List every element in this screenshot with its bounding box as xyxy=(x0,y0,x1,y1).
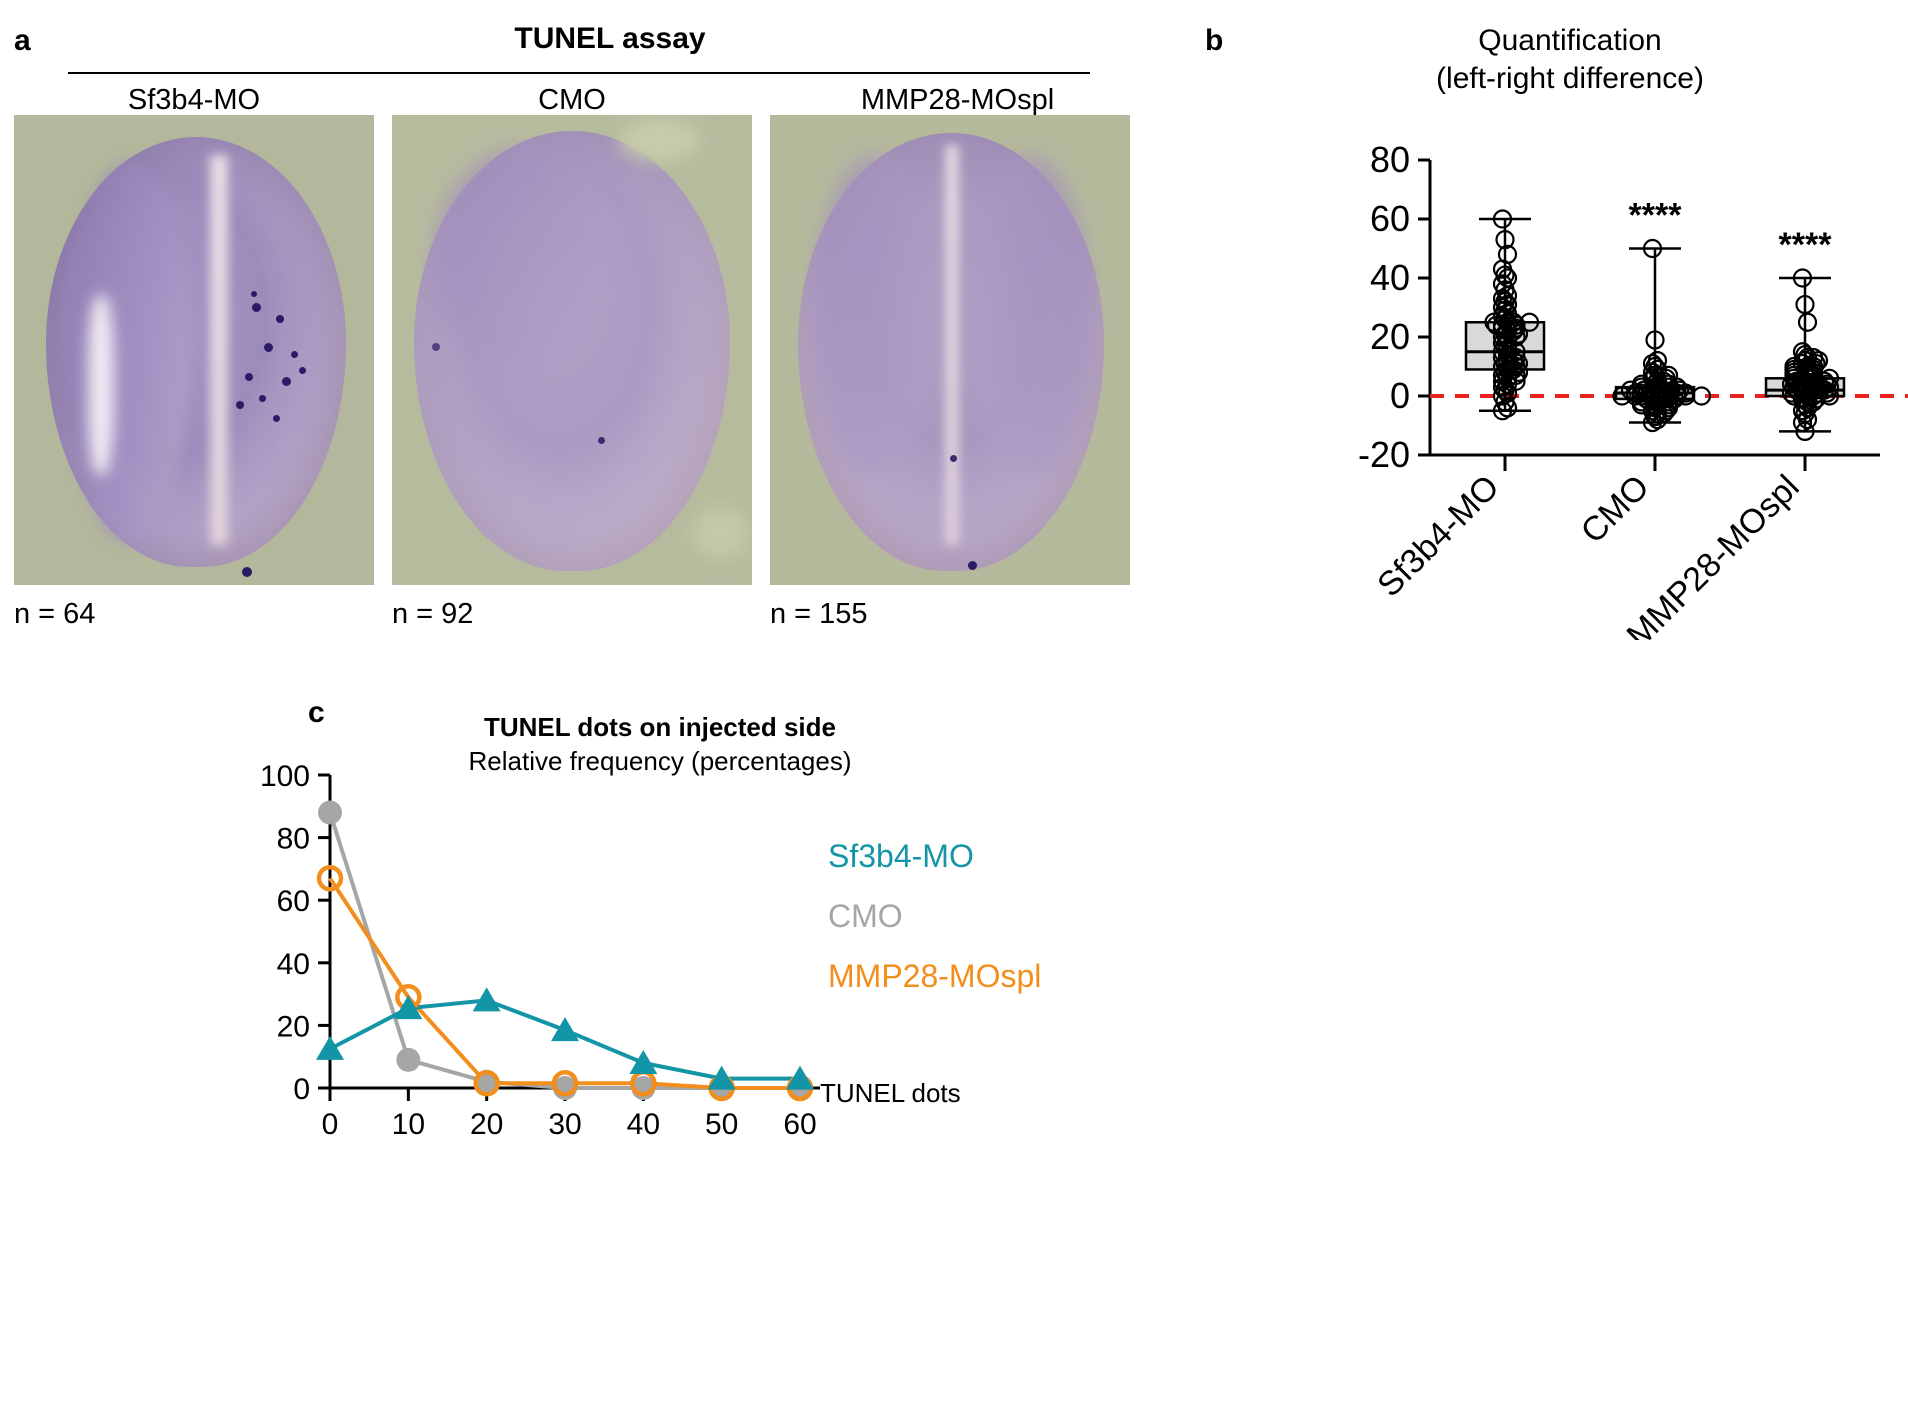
panel-c-title: TUNEL dots on injected side xyxy=(483,712,836,742)
data-point xyxy=(1817,383,1837,403)
c-data-point xyxy=(318,800,342,825)
c-ytick-label: 0 xyxy=(293,1073,310,1106)
column-label-cmo: CMO xyxy=(538,84,606,116)
data-point xyxy=(1642,353,1663,374)
b-ytick-label: 60 xyxy=(1370,198,1410,239)
data-point xyxy=(1495,265,1515,285)
b-xtick-label: CMO xyxy=(1574,468,1657,551)
c-xtick-label: 10 xyxy=(392,1108,425,1141)
c-xtick-label: 0 xyxy=(322,1108,339,1141)
panel-c-subtitle: Relative frequency (percentages) xyxy=(468,746,852,776)
micrograph-cmo xyxy=(392,115,752,585)
column-label-mmp28: MMP28-MOspl xyxy=(860,84,1055,116)
c-data-point xyxy=(472,987,501,1012)
c-ytick-label: 80 xyxy=(277,823,310,856)
legend-item-sf3b4-mo: Sf3b4-MO xyxy=(828,838,974,874)
c-xtick-label: 30 xyxy=(548,1108,581,1141)
c-ytick-label: 40 xyxy=(277,948,310,981)
panel-c: c TUNEL dots on injected side Relative f… xyxy=(0,690,1908,1404)
data-point xyxy=(1645,330,1665,350)
data-point xyxy=(1612,386,1632,406)
panel-a-title-rule xyxy=(68,72,1090,74)
data-point xyxy=(1642,412,1663,433)
b-ytick-label: -20 xyxy=(1358,434,1410,475)
tunel-dots-line-chart: 0 20 40 60 80 100 0 10 20 30 40 50 60 xyxy=(260,760,820,1141)
column-label-sf3b4: Sf3b4-MO xyxy=(127,84,261,116)
data-point xyxy=(1495,230,1515,250)
c-data-point xyxy=(316,865,344,892)
data-point xyxy=(1642,238,1663,259)
panel-a-title: TUNEL assay xyxy=(514,22,706,55)
x-axis-name-tunel-dots: TUNEL dots xyxy=(820,1078,961,1108)
b-xtick-label: Sf3b4-MO xyxy=(1370,468,1506,604)
c-data-point xyxy=(551,1017,579,1042)
quantification-boxplot: -20020406080Sf3b4-MO****CMO****MMP28-MOs… xyxy=(1358,139,1908,640)
b-ytick-label: 40 xyxy=(1370,257,1410,298)
c-xtick-label: 50 xyxy=(705,1108,738,1141)
data-point xyxy=(1631,395,1652,415)
c-ytick-label: 100 xyxy=(260,760,310,793)
b-ytick-label: 0 xyxy=(1390,375,1410,416)
panel-b-letter: b xyxy=(1205,24,1224,57)
data-point xyxy=(1795,421,1815,441)
c-ytick-label: 20 xyxy=(277,1010,310,1043)
panel-b-title-line2: (left-right difference) xyxy=(1436,61,1704,95)
c-data-point xyxy=(394,995,423,1020)
data-point xyxy=(1792,412,1813,433)
data-point xyxy=(1792,268,1813,288)
data-point xyxy=(1492,209,1513,229)
n-label-mmp28: n = 155 xyxy=(770,598,868,630)
c-xtick-label: 20 xyxy=(470,1108,503,1141)
data-point xyxy=(1691,386,1712,406)
panel-b: b Quantification (left-right difference)… xyxy=(1180,0,1908,640)
panel-a: a TUNEL assay Sf3b4-MO CMO MMP28-MOspl xyxy=(0,0,1180,640)
panel-c-letter: c xyxy=(308,696,325,729)
series-line-CMO xyxy=(328,811,800,1090)
c-data-point xyxy=(473,1070,500,1097)
c-xtick-label: 60 xyxy=(783,1108,816,1141)
significance-marker: **** xyxy=(1779,226,1833,264)
c-data-point xyxy=(551,1070,579,1097)
n-label-cmo: n = 92 xyxy=(392,598,474,630)
panel-b-title: Quantification (left-right difference) xyxy=(1240,22,1900,97)
micrograph-sf3b4-mo xyxy=(14,115,374,585)
micrograph-mmp28-mospl xyxy=(770,115,1130,585)
c-data-point xyxy=(396,1047,421,1072)
c-data-point xyxy=(707,1065,736,1090)
b-ytick-label: 80 xyxy=(1370,139,1410,180)
data-point xyxy=(1492,401,1513,421)
panel-a-letter: a xyxy=(14,24,31,57)
significance-marker: **** xyxy=(1629,197,1683,235)
legend-item-mmp28-mospl: MMP28-MOspl xyxy=(828,958,1042,994)
data-point xyxy=(1492,333,1513,353)
panel-b-title-line1: Quantification xyxy=(1478,24,1662,57)
c-data-point xyxy=(786,1065,814,1090)
data-point xyxy=(1797,312,1818,332)
b-ytick-label: 20 xyxy=(1370,316,1410,357)
legend-item-cmo: CMO xyxy=(828,898,903,934)
c-data-point xyxy=(629,1049,658,1074)
n-label-sf3b4: n = 64 xyxy=(14,598,96,630)
c-ytick-label: 60 xyxy=(277,885,310,918)
c-data-point xyxy=(316,1035,344,1060)
c-xtick-label: 40 xyxy=(627,1108,660,1141)
data-point xyxy=(1492,377,1513,397)
